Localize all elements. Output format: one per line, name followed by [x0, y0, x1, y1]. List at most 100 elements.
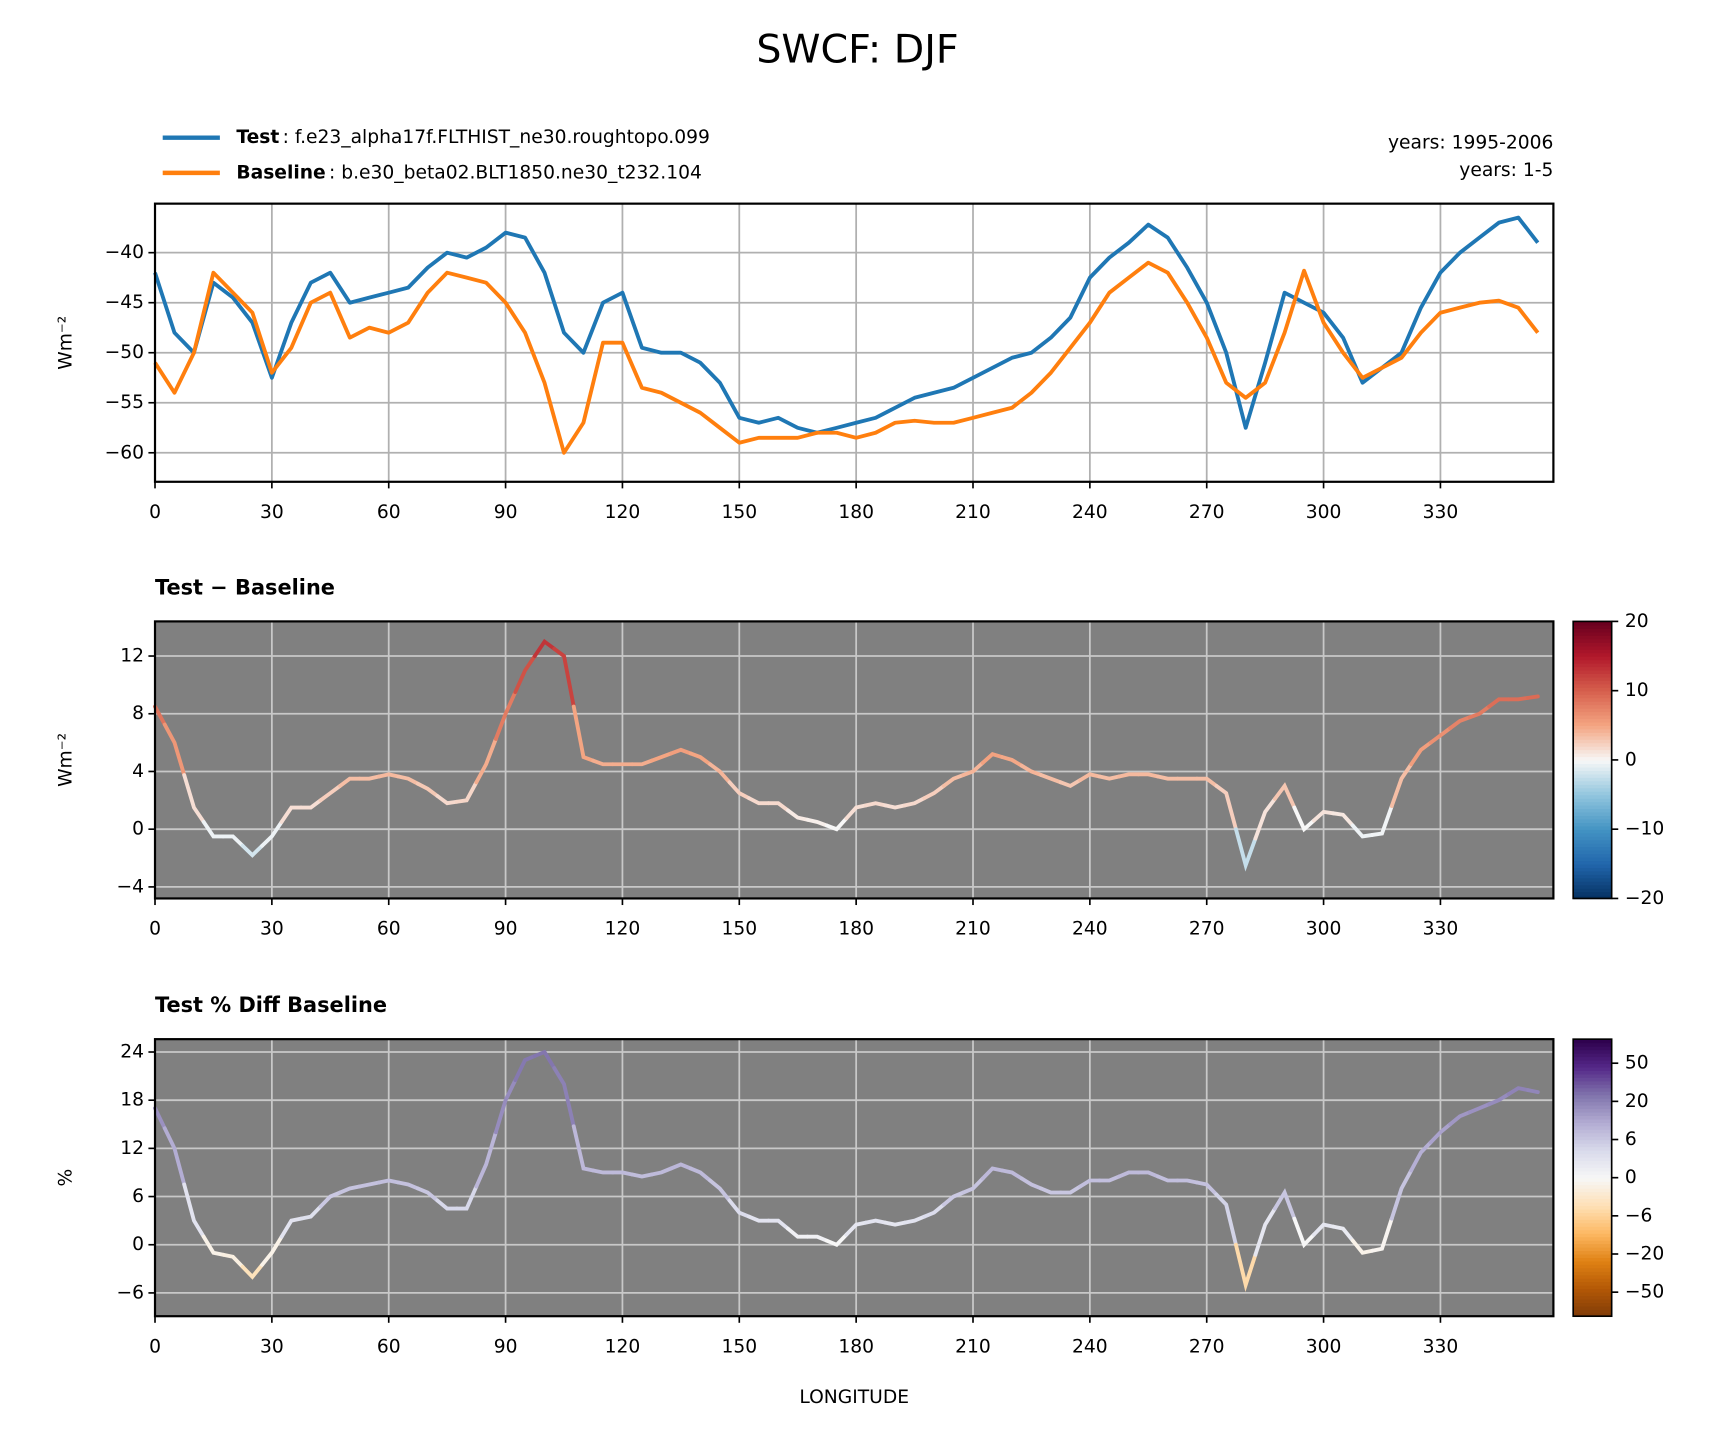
- colorbar-strip: [1573, 1226, 1612, 1231]
- colorbar-tick-label: 20: [1625, 611, 1649, 632]
- colorbar-strip: [1573, 1080, 1612, 1085]
- line-segment: [571, 1124, 596, 1173]
- x-tick-label: 210: [955, 502, 991, 523]
- colorbar-strip: [1573, 642, 1612, 647]
- colorbar-strip: [1573, 1205, 1612, 1210]
- colorbar-strip: [1573, 1240, 1612, 1245]
- x-tick-label: 180: [838, 502, 874, 523]
- x-tick-label: 120: [605, 919, 641, 940]
- line-segment: [1526, 1088, 1540, 1095]
- colorbar-strip: [1573, 1288, 1612, 1293]
- colorbar-strip: [1573, 1188, 1612, 1193]
- colorbar-strip: [1573, 780, 1612, 785]
- colorbar-strip: [1573, 1091, 1612, 1096]
- x-axis-label: LONGITUDE: [799, 1387, 909, 1408]
- line-segment: [766, 1218, 790, 1231]
- colorbar-strip: [1573, 1042, 1612, 1047]
- line-segment: [474, 1130, 498, 1189]
- colorbar-strip: [1573, 815, 1612, 820]
- colorbar-strip: [1573, 1170, 1612, 1175]
- line-segment: [941, 773, 966, 788]
- colorbar-strip: [1573, 853, 1612, 858]
- line-segment: [1389, 762, 1414, 809]
- line-segment: [513, 654, 537, 695]
- series-line: [153, 215, 1540, 435]
- line-segment: [883, 1220, 907, 1227]
- line-segment: [1234, 1242, 1258, 1292]
- colorbar-strip: [1573, 867, 1612, 872]
- line-segment: [1097, 774, 1122, 781]
- line-segment: [1409, 1140, 1433, 1173]
- colorbar-strip: [1573, 1291, 1612, 1297]
- colorbar-strip: [1573, 1312, 1612, 1317]
- colorbar-tick-label: −20: [1625, 1244, 1664, 1265]
- colorbar-strip: [1573, 877, 1612, 882]
- x-tick-label: 300: [1306, 502, 1342, 523]
- line-segment: [1448, 1110, 1472, 1127]
- colorbar-strip: [1573, 1049, 1612, 1054]
- line-segment: [1331, 1224, 1355, 1243]
- line-segment: [747, 796, 771, 806]
- y-tick-label: −50: [105, 342, 144, 363]
- line-segment: [1506, 695, 1530, 702]
- y-tick-label: −6: [116, 1282, 144, 1303]
- line-segment: [902, 1214, 927, 1225]
- line-segment: [961, 1176, 985, 1195]
- line-segment: [669, 1162, 693, 1171]
- colorbar-strip: [1573, 822, 1612, 827]
- x-tick-label: 240: [1072, 1336, 1108, 1357]
- line-segment: [1428, 726, 1453, 745]
- colorbar-strip: [1573, 1250, 1612, 1255]
- line-segment: [435, 1198, 459, 1211]
- line-segment: [221, 834, 245, 848]
- colorbar-strip: [1573, 763, 1612, 768]
- colorbar-strip: [1573, 787, 1612, 792]
- y-tick-label: 0: [132, 1234, 144, 1255]
- line-segment: [1253, 796, 1277, 841]
- line-segment: [1292, 1216, 1316, 1249]
- line-segment: [552, 1066, 576, 1129]
- y-tick-label: −4: [116, 876, 144, 897]
- x-tick-label: 60: [377, 1336, 401, 1357]
- x-tick-label: 330: [1423, 502, 1459, 523]
- plot-frame: [153, 202, 1555, 483]
- line-segment: [1487, 697, 1511, 709]
- colorbar-strip: [1573, 1267, 1612, 1272]
- x-tick-label: 240: [1072, 502, 1108, 523]
- colorbar-strip: [1573, 1208, 1612, 1213]
- line-segment: [454, 780, 479, 804]
- line-segment: [338, 776, 362, 788]
- colorbar-strip: [1573, 860, 1612, 865]
- x-tick-label: 60: [377, 502, 401, 523]
- line-segment: [727, 780, 751, 801]
- line-segment: [844, 1220, 868, 1237]
- colorbar-strip: [1573, 894, 1612, 900]
- colorbar-strip: [1573, 863, 1612, 868]
- line-segment: [1156, 774, 1180, 781]
- colorbar-strip: [1573, 1039, 1612, 1044]
- y-tick-label: −55: [105, 392, 144, 413]
- line-segment: [610, 1170, 635, 1177]
- colorbar-strip: [1573, 1177, 1612, 1182]
- colorbar-strip: [1573, 770, 1612, 775]
- colorbar-strip: [1573, 638, 1612, 643]
- colorbar-strip: [1573, 704, 1612, 709]
- colorbar-strip: [1573, 725, 1612, 730]
- line-segment: [299, 798, 323, 810]
- line-segment: [260, 1234, 284, 1267]
- line-segment: [1272, 782, 1297, 810]
- colorbar-strip: [1573, 1219, 1612, 1224]
- years-label: years: 1995-2006: [1388, 133, 1553, 154]
- line-segment: [630, 1172, 654, 1179]
- colorbar-strip: [1573, 1118, 1612, 1123]
- line-segment: [416, 781, 440, 798]
- colorbar-tick-label: −50: [1625, 1282, 1664, 1303]
- colorbar-strip: [1573, 856, 1612, 862]
- line-segment: [902, 796, 927, 808]
- line-segment: [1350, 823, 1375, 839]
- colorbar-strip: [1573, 652, 1612, 657]
- colorbar-strip: [1573, 1181, 1612, 1186]
- line-segment: [805, 817, 829, 828]
- colorbar-strip: [1573, 1084, 1612, 1089]
- colorbar-strip: [1573, 739, 1612, 744]
